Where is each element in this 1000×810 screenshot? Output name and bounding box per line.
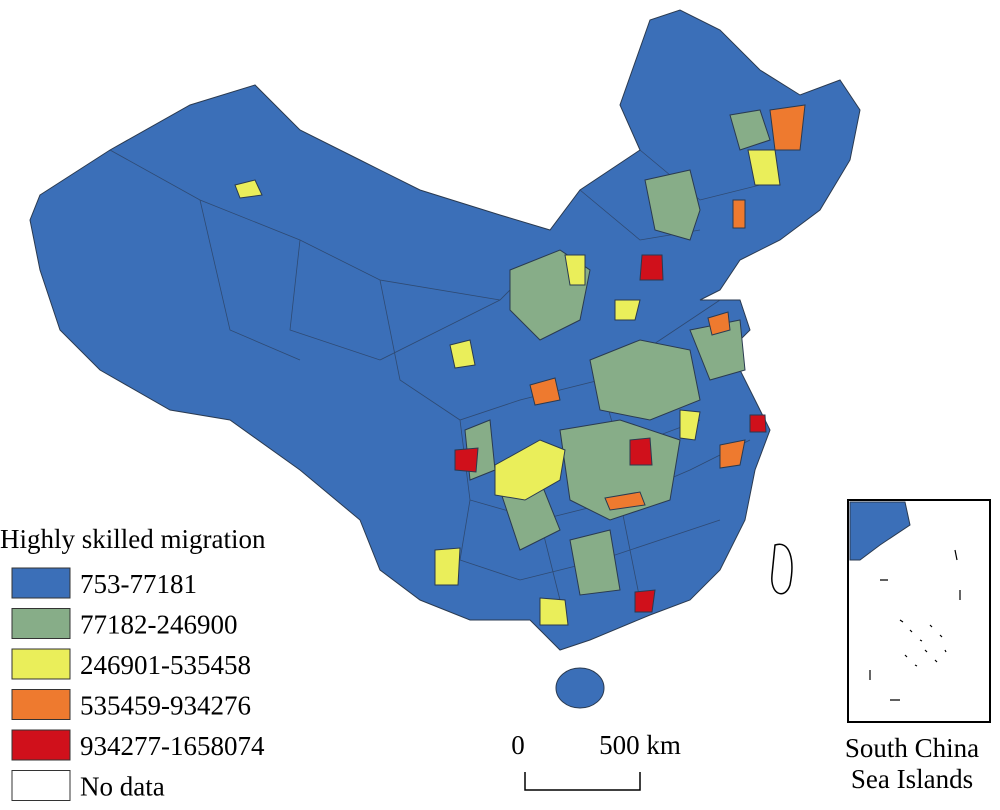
legend-label: 535459-934276 <box>80 691 251 721</box>
legend-swatch <box>11 689 71 720</box>
region <box>494 439 566 501</box>
region <box>449 339 476 369</box>
taiwan <box>771 543 793 595</box>
region <box>529 377 561 406</box>
inset-label: Sea Islands <box>851 764 973 794</box>
inset-mainland <box>849 501 911 561</box>
legend: 753-77181 77182-246900 246901-535458 535459… <box>11 567 265 802</box>
china-map <box>29 9 861 709</box>
region <box>719 439 746 469</box>
region <box>629 437 653 466</box>
region <box>564 254 586 286</box>
legend-swatch <box>11 648 71 680</box>
legend-swatch <box>11 770 71 801</box>
legend-swatch <box>11 729 71 761</box>
scale-start: 0 <box>511 730 525 760</box>
region <box>749 414 767 433</box>
hainan <box>555 667 605 709</box>
legend-title: Highly skilled migration <box>0 524 266 554</box>
legend-swatch <box>11 608 71 639</box>
region <box>604 491 646 511</box>
region <box>707 311 731 336</box>
region <box>569 529 621 596</box>
legend-label: 934277-1658074 <box>80 731 265 761</box>
region <box>769 104 806 151</box>
region <box>639 254 664 281</box>
region <box>539 597 569 626</box>
islands <box>869 549 961 701</box>
region <box>729 109 771 151</box>
inset <box>847 499 991 723</box>
region <box>747 149 781 186</box>
scale-bar <box>524 772 641 791</box>
legend-swatch <box>11 567 71 599</box>
region <box>614 299 641 321</box>
legend-label: 77182-246900 <box>80 610 238 640</box>
region <box>234 179 263 199</box>
legend-label: 246901-535458 <box>80 650 251 680</box>
region <box>454 447 479 473</box>
inset-label: South China <box>845 733 979 763</box>
region <box>434 547 461 586</box>
legend-label: 753-77181 <box>80 569 197 599</box>
region <box>634 589 656 613</box>
scale-end: 500 km <box>599 730 681 760</box>
region <box>589 339 701 421</box>
region <box>679 409 701 441</box>
legend-label: No data <box>80 772 165 802</box>
region <box>732 199 746 229</box>
region <box>644 169 701 241</box>
